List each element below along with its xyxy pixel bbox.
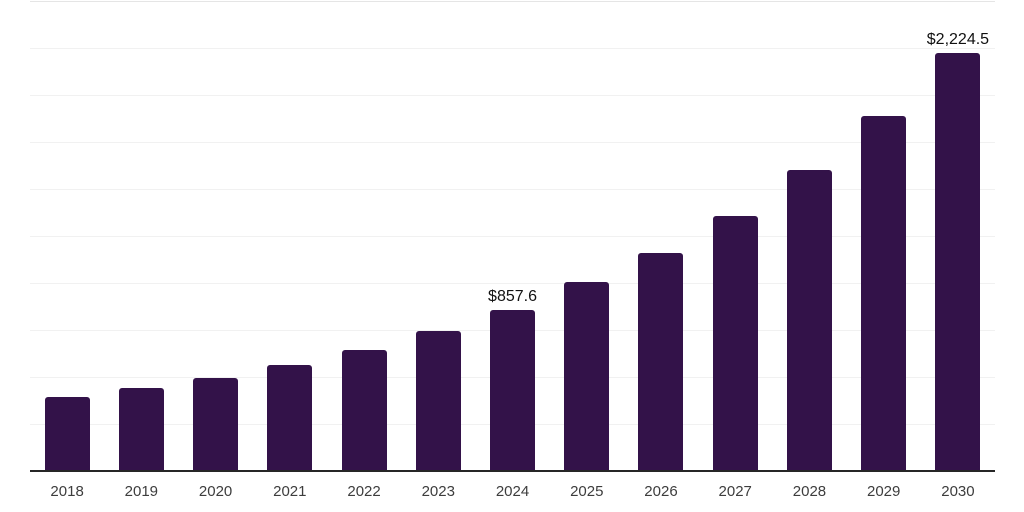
bar-2023: [415, 330, 461, 471]
x-tick-label-2022: 2022: [347, 483, 381, 500]
gridline-2000: [30, 95, 995, 96]
bar-2030: $2,224.5: [927, 31, 989, 471]
bar-2024: $857.6: [488, 288, 537, 471]
gridline-1000: [30, 283, 995, 284]
x-axis-line: [30, 470, 995, 472]
bar-slot-2022: [327, 1, 401, 471]
bar-2025: [564, 282, 610, 471]
x-tick-label-2028: 2028: [792, 483, 827, 500]
bar-2026: [638, 252, 684, 471]
bar-slot-2019: [104, 1, 178, 471]
bar-slot-2023: [401, 1, 475, 471]
x-tick-label-2021: 2021: [273, 483, 307, 500]
x-tick-label-2019: 2019: [124, 483, 159, 500]
bar-2022: [341, 349, 387, 471]
bar-2028: [786, 170, 832, 471]
bar-slot-2029: [847, 1, 921, 471]
x-axis-tick-labels: 2018 2019 2020 2021 2022 2023 2024 2025 2026 2027…: [30, 483, 995, 501]
x-tick-label-2025: 2025: [570, 483, 604, 500]
x-tick-label-2020: 2020: [198, 483, 233, 500]
bar-slot-2028: [772, 1, 846, 471]
bars-group: $857.6 $2,224.5: [30, 1, 995, 471]
bar-2019: [118, 388, 164, 471]
bar-2018: [44, 397, 90, 471]
x-tick-label-2030: 2030: [941, 483, 975, 500]
bar-slot-2030: $2,224.5: [921, 1, 995, 471]
bar-2029: [861, 116, 907, 471]
bar-2020: [193, 378, 239, 471]
x-tick-label-2029: 2029: [867, 483, 901, 500]
bar-slot-2025: [550, 1, 624, 471]
gridline-2500: [30, 1, 995, 2]
gridline-1250: [30, 236, 995, 237]
gridline-2250: [30, 48, 995, 49]
bar-value-label-2030: $2,224.5: [926, 30, 990, 48]
x-tick-label-2018: 2018: [50, 483, 84, 500]
bar-value-label-2024: $857.6: [488, 287, 537, 305]
x-tick-label-2023: 2023: [421, 483, 455, 500]
gridline-1500: [30, 189, 995, 190]
bar-2021: [267, 365, 313, 471]
bar-slot-2021: [253, 1, 327, 471]
x-tick-label-2027: 2027: [718, 483, 752, 500]
bar-slot-2020: [178, 1, 252, 471]
bar-slot-2026: [624, 1, 698, 471]
x-tick-label-2024: 2024: [495, 483, 530, 500]
gridline-1750: [30, 142, 995, 143]
bar-slot-2018: [30, 1, 104, 471]
plot-area: $857.6 $2,224.5: [30, 1, 995, 472]
bar-slot-2024: $857.6: [475, 1, 549, 471]
x-tick-label-2026: 2026: [644, 483, 678, 500]
bar-2027: [712, 215, 758, 471]
bar-slot-2027: [698, 1, 772, 471]
